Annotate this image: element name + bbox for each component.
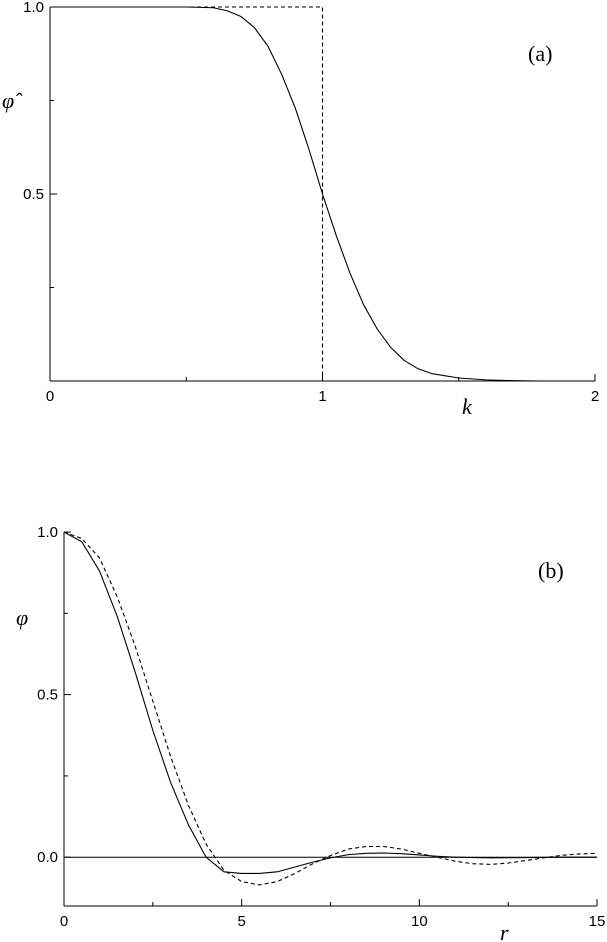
panel-b-x-tick-label: 5 bbox=[237, 913, 245, 930]
panel-b-y-tick-label: 1.0 bbox=[37, 524, 58, 541]
panel-a: 0 1 2 0.5 1.0 (a) k φ̂ bbox=[2, 0, 599, 419]
panel-a-solid-curve bbox=[50, 6, 595, 382]
panel-b-solid-curve bbox=[63, 531, 597, 875]
panel-b-x-tick-label: 15 bbox=[589, 913, 606, 930]
panel-b-dashed-curve bbox=[63, 531, 598, 886]
panel-b-ticks: 0 5 10 15 0.0 0.5 1.0 bbox=[37, 524, 605, 930]
panel-b-series bbox=[63, 531, 598, 886]
panel-a-series bbox=[50, 6, 595, 382]
panel-b-ylabel: φ bbox=[16, 605, 28, 630]
panel-a-dashed-curve bbox=[50, 6, 595, 382]
panel-a-x-tick-label: 2 bbox=[591, 388, 599, 405]
panel-a-y-tick-label: 0.5 bbox=[23, 186, 44, 203]
panel-a-ticks: 0 1 2 0.5 1.0 bbox=[23, 0, 599, 405]
panel-b-tag: (b) bbox=[538, 558, 564, 583]
panel-b-x-tick-label: 0 bbox=[60, 913, 68, 930]
panel-a-xlabel: k bbox=[462, 394, 473, 419]
panel-b-y-tick-label: 0.5 bbox=[37, 687, 58, 704]
panel-b-axes bbox=[63, 532, 597, 907]
panel-b: 0 5 10 15 0.0 0.5 1.0 (b) r φ bbox=[16, 524, 605, 942]
panel-a-y-tick-label: 1.0 bbox=[23, 0, 44, 16]
panel-b-y-tick-label: 0.0 bbox=[37, 849, 58, 866]
panel-a-ylabel: φ̂ bbox=[2, 88, 23, 113]
panel-a-tag: (a) bbox=[528, 41, 552, 66]
panel-a-x-tick-label: 0 bbox=[46, 388, 54, 405]
panel-a-x-tick-label: 1 bbox=[318, 388, 326, 405]
panel-b-x-tick-label: 10 bbox=[411, 913, 428, 930]
panel-b-xlabel: r bbox=[500, 920, 509, 942]
